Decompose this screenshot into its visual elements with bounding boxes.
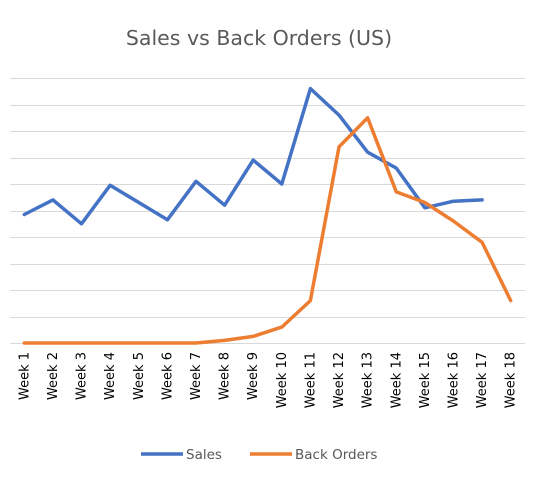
x-tick-label: Week 14 bbox=[389, 352, 404, 408]
x-tick-label: Week 11 bbox=[303, 352, 318, 408]
x-tick-label: Week 15 bbox=[418, 352, 433, 408]
x-tick-label: Week 10 bbox=[275, 352, 290, 408]
x-tick-label: Week 17 bbox=[475, 352, 490, 408]
x-tick-label: Week 3 bbox=[75, 352, 90, 400]
legend-label-back-orders: Back Orders bbox=[295, 447, 377, 463]
x-tick-label: Week 7 bbox=[189, 352, 204, 400]
x-tick-label: Week 2 bbox=[46, 352, 61, 400]
series-lines bbox=[22, 86, 513, 345]
x-tick-label: Week 12 bbox=[332, 352, 347, 408]
x-tick-label: Week 5 bbox=[132, 352, 147, 400]
x-tick-label: Week 6 bbox=[160, 352, 175, 400]
x-tick-label: Week 18 bbox=[504, 352, 519, 408]
x-tick-label: Week 9 bbox=[246, 352, 261, 400]
x-tick-label: Week 13 bbox=[361, 352, 376, 408]
x-tick-label: Week 4 bbox=[103, 352, 118, 400]
legend-label-sales: Sales bbox=[186, 447, 222, 463]
chart-title: Sales vs Back Orders (US) bbox=[126, 26, 392, 50]
legend: Sales Back Orders bbox=[141, 447, 377, 463]
x-tick-label: Week 16 bbox=[446, 352, 461, 408]
x-axis-tick-labels: Week 1 Week 2 Week 3 Week 4 Week 5 Week 6 Week… bbox=[17, 352, 518, 408]
x-tick-label: Week 1 bbox=[17, 352, 32, 400]
series-line-sales bbox=[22, 86, 484, 226]
x-tick-label: Week 8 bbox=[218, 352, 233, 400]
series-line-back-orders bbox=[22, 116, 513, 345]
gridlines bbox=[10, 78, 525, 344]
